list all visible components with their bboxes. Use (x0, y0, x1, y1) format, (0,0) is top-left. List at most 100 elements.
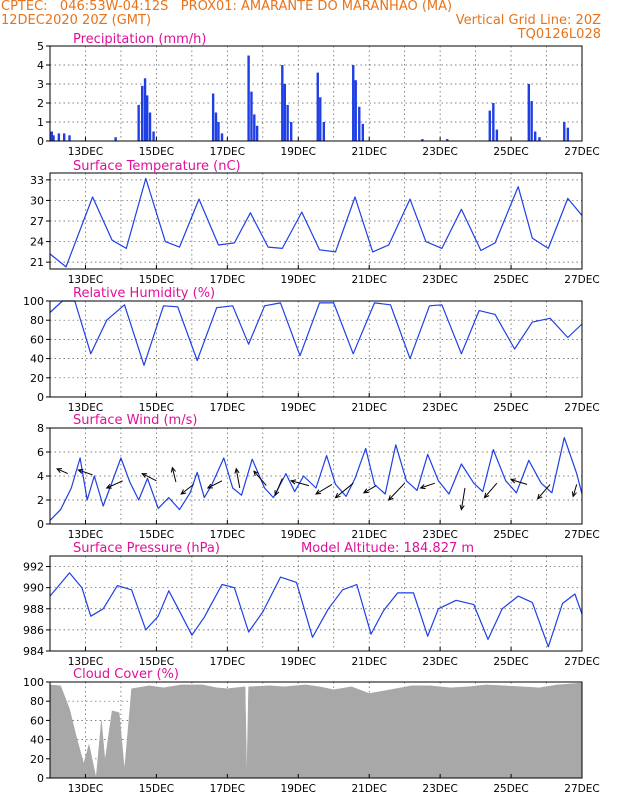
wind-arrow (460, 487, 466, 510)
precip-ytick-label: 3 (37, 78, 44, 91)
header-model-id: TQ0126L028 (517, 27, 601, 42)
temp-ytick-label: 30 (30, 194, 44, 207)
wind-arrow-head (77, 468, 84, 474)
precip-bar (247, 55, 250, 141)
wind-ytick-label: 2 (37, 494, 44, 507)
precip-xtick-label: 25DEC (493, 146, 528, 158)
wind-arrow (291, 480, 310, 487)
precip-bar (566, 127, 570, 141)
header-station: CPTEC: 046:53W-04:12S PROX01: AMARANTE D… (1, 0, 453, 14)
rh-ytick-label: 100 (23, 295, 44, 308)
precip-bar (137, 104, 140, 141)
precip-bar (286, 104, 289, 141)
rh-frame (49, 300, 583, 398)
cloud-xtick-label: 25DEC (493, 783, 528, 795)
cloud-area (49, 682, 583, 779)
pressure-xtick-label: 25DEC (493, 656, 528, 668)
precip-bar (281, 65, 284, 141)
cloud-xtick-label: 27DEC (564, 783, 599, 795)
wind-arrow-head (180, 489, 187, 495)
rh-xtick-label: 25DEC (493, 402, 528, 414)
precip-xtick-label: 21DEC (351, 146, 386, 158)
wind-arrow-head (290, 479, 297, 485)
precip-frame (49, 45, 583, 142)
wind-arrow-head (419, 484, 426, 490)
rh-series-line (49, 300, 583, 366)
cloud-xtick-label: 23DEC (422, 783, 457, 795)
wind-arrow-head (274, 490, 280, 497)
rh-title: Relative Humidity (%) (73, 286, 215, 301)
wind-arrow (106, 480, 123, 489)
temp-series-line (49, 177, 583, 268)
wind-xtick-label: 17DEC (210, 529, 245, 541)
pressure-xtick-label: 17DEC (210, 656, 245, 668)
wind-arrow-head (509, 478, 517, 484)
precip-bar (145, 95, 149, 141)
wind-arrow-head (536, 493, 543, 500)
wind-xtick-label: 19DEC (281, 529, 316, 541)
precip-bar (421, 139, 424, 141)
temp-xtick-label: 13DEC (68, 274, 103, 286)
precip-bar (62, 133, 66, 141)
wind-arrow-head (206, 483, 213, 489)
pressure-xtick-label: 23DEC (422, 656, 457, 668)
precip-bar (492, 103, 495, 141)
cloud-ytick-label: 80 (30, 695, 44, 708)
rh-xtick-label: 21DEC (351, 402, 386, 414)
precip-bar (220, 133, 224, 141)
precip-bar (488, 110, 491, 141)
wind-arrow (171, 467, 177, 483)
wind-arrow-head (571, 491, 577, 498)
precip-title: Precipitation (mm/h) (73, 32, 206, 47)
rh-ytick-label: 0 (37, 391, 44, 404)
precip-xtick-label: 19DEC (281, 146, 316, 158)
pressure-subtitle: Model Altitude: 184.827 m (301, 541, 474, 556)
precip-bar (283, 84, 286, 141)
temp-xtick-label: 27DEC (564, 274, 599, 286)
precip-bar (253, 114, 256, 141)
wind-title: Surface Wind (m/s) (73, 413, 197, 428)
wind-xtick-label: 23DEC (422, 529, 457, 541)
wind-arrow (388, 482, 406, 501)
precip-bar (152, 131, 155, 141)
precip-bar (57, 133, 61, 141)
wind-arrow-head (56, 468, 63, 473)
precip-bar (322, 122, 326, 141)
precip-bar (358, 106, 361, 141)
precip-bar (52, 135, 55, 141)
rh-ytick-label: 20 (30, 372, 44, 385)
wind-xtick-label: 25DEC (493, 529, 528, 541)
temp-ytick-label: 24 (30, 236, 44, 249)
wind-ytick-label: 8 (37, 422, 44, 435)
rh-xtick-label: 17DEC (210, 402, 245, 414)
wind-arrow-head (315, 489, 322, 495)
wind-arrow (510, 479, 528, 485)
cloud-xtick-label: 15DEC (139, 783, 174, 795)
wind-arrow (180, 484, 194, 495)
header-grid-line: Vertical Grid Line: 20Z (455, 13, 601, 28)
wind-arrow-head (105, 483, 112, 489)
precip-bar (255, 125, 259, 141)
precip-bar (319, 97, 322, 141)
cloud-frame (49, 681, 583, 779)
wind-xtick-label: 21DEC (351, 529, 386, 541)
precip-bar (446, 139, 449, 141)
precip-bar (527, 84, 530, 141)
precip-bar (114, 137, 117, 141)
wind-xtick-label: 15DEC (139, 529, 174, 541)
temp-xtick-label: 19DEC (281, 274, 316, 286)
pressure-xtick-label: 27DEC (564, 656, 599, 668)
precip-bar (148, 112, 152, 141)
wind-ytick-label: 0 (37, 518, 44, 531)
temp-ytick-label: 21 (30, 256, 44, 269)
precip-bar (533, 131, 537, 141)
precip-bar (214, 112, 218, 141)
precip-xtick-label: 17DEC (210, 146, 245, 158)
pressure-ytick-label: 990 (23, 582, 44, 595)
precip-ytick-label: 5 (37, 40, 44, 53)
cloud-xtick-label: 19DEC (281, 783, 316, 795)
wind-arrow-head (334, 492, 341, 499)
precip-bar (354, 80, 357, 141)
wind-arrow (78, 469, 93, 476)
